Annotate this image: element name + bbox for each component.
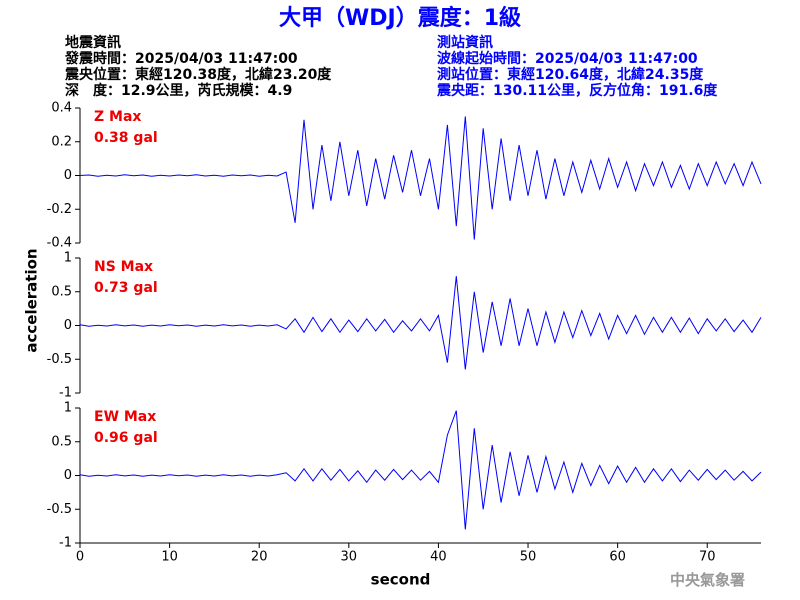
- x-tick-label: 0: [76, 550, 84, 565]
- annotation: 0.73 gal: [94, 280, 158, 296]
- waveform: [79, 276, 762, 370]
- waveform: [79, 116, 762, 240]
- y-tick-label: 0: [64, 318, 72, 333]
- y-tick-label: 0.2: [51, 134, 72, 149]
- annotation: 0.38 gal: [94, 130, 158, 146]
- y-tick-label: 1: [64, 251, 72, 266]
- y-tick-label: 0: [64, 168, 72, 183]
- annotation: 0.96 gal: [94, 430, 158, 446]
- x-tick-label: 50: [520, 550, 537, 565]
- info-line: 震央位置：東經120.38度，北緯23.20度: [64, 66, 332, 83]
- x-axis-label: second: [371, 571, 431, 589]
- y-tick-label: -0.4: [47, 236, 72, 251]
- x-tick-label: 30: [341, 550, 358, 565]
- waveform: [79, 410, 762, 530]
- x-tick-label: 10: [161, 550, 178, 565]
- info-line: 震央距：130.11公里，反方位角：191.6度: [436, 82, 718, 99]
- x-tick-label: 60: [609, 550, 626, 565]
- annotation: EW Max: [94, 409, 156, 425]
- y-tick-label: 0: [64, 468, 72, 483]
- y-axis-label: acceleration: [23, 248, 41, 352]
- info-line: 深 度：12.9公里，芮氏規模：4.9: [65, 82, 292, 99]
- info-line: 發震時間：2025/04/03 11:47:00: [64, 50, 298, 67]
- y-tick-label: -1: [59, 386, 72, 401]
- y-tick-label: 0.5: [51, 434, 72, 449]
- info-line: 波線起始時間：2025/04/03 11:47:00: [437, 50, 698, 67]
- y-tick-label: 1: [64, 401, 72, 416]
- x-tick-label: 40: [430, 550, 447, 565]
- title: 大甲（WDJ）震度：1級: [279, 5, 521, 31]
- info-line: 測站資訊: [437, 34, 493, 51]
- y-tick-label: -0.5: [47, 352, 72, 367]
- y-tick-label: -1: [59, 536, 72, 551]
- annotation: NS Max: [94, 259, 153, 275]
- y-tick-label: 0.5: [51, 284, 72, 299]
- y-tick-label: -0.2: [47, 202, 72, 217]
- x-tick-label: 20: [251, 550, 268, 565]
- annotation: Z Max: [94, 109, 141, 125]
- info-line: 測站位置：東經120.64度，北緯24.35度: [437, 66, 704, 83]
- info-line: 地震資訊: [65, 34, 121, 51]
- y-tick-label: 0.4: [51, 101, 72, 116]
- credit: 中央氣象署: [670, 571, 745, 589]
- y-tick-label: -0.5: [47, 502, 72, 517]
- x-tick-label: 70: [699, 550, 716, 565]
